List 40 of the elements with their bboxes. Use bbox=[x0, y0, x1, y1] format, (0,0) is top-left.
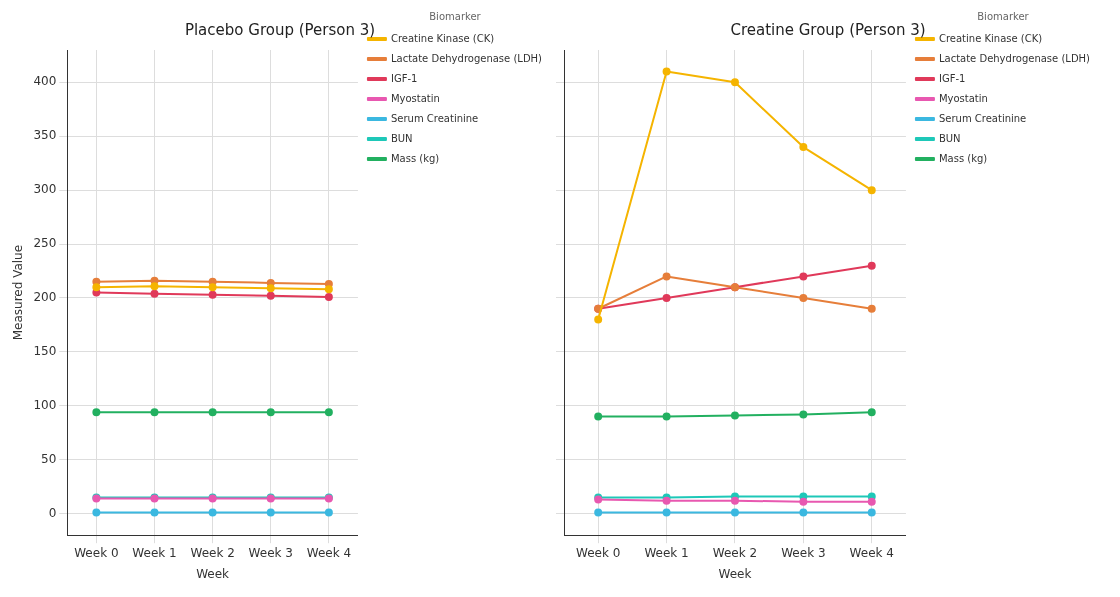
x-tick-label: Week 3 bbox=[781, 545, 826, 560]
x-tick-label: Week 0 bbox=[576, 545, 621, 560]
legend-label: BUN bbox=[938, 132, 961, 144]
legend-title: Biomarker bbox=[429, 10, 482, 22]
x-tick-label: Week 2 bbox=[190, 545, 235, 560]
y-tick-label: 50 bbox=[41, 451, 57, 466]
legend-label: Mass (kg) bbox=[390, 152, 440, 164]
x-tick-label: Week 4 bbox=[306, 545, 352, 560]
legend-label: Serum Creatinine bbox=[390, 112, 479, 124]
x-axis-title: Week bbox=[196, 566, 230, 581]
legend-label: IGF-1 bbox=[390, 72, 418, 84]
y-tick-label: 400 bbox=[33, 74, 57, 89]
x-tick-label: Week 1 bbox=[132, 545, 177, 560]
legend-label: Creatine Kinase (CK) bbox=[390, 32, 495, 44]
x-axis-title: Week bbox=[718, 566, 752, 581]
chart-title: Creatine Group (Person 3) bbox=[730, 20, 926, 39]
x-tick-label: Week 3 bbox=[248, 545, 293, 560]
x-tick-label: Week 0 bbox=[74, 545, 119, 560]
y-tick-label: 0 bbox=[48, 505, 57, 520]
x-tick-label: Week 1 bbox=[644, 545, 689, 560]
legend-label: Creatine Kinase (CK) bbox=[938, 32, 1043, 44]
legend-label: Lactate Dehydrogenase (LDH) bbox=[938, 52, 1091, 64]
legend-label: Mass (kg) bbox=[938, 152, 988, 164]
y-tick-label: 250 bbox=[33, 236, 57, 251]
legend-label: Lactate Dehydrogenase (LDH) bbox=[390, 52, 543, 64]
x-tick-label: Week 4 bbox=[849, 545, 894, 560]
legend-label: Myostatin bbox=[390, 92, 440, 104]
y-tick-label: 350 bbox=[33, 128, 57, 143]
legend-title: Biomarker bbox=[977, 10, 1030, 22]
legend-label: Myostatin bbox=[938, 92, 988, 104]
legend-label: Serum Creatinine bbox=[938, 112, 1027, 124]
y-tick-label: 200 bbox=[33, 290, 57, 305]
legend-label: IGF-1 bbox=[938, 72, 966, 84]
chart-title: Placebo Group (Person 3) bbox=[184, 20, 376, 39]
y-axis-title: Measured Value bbox=[11, 244, 26, 341]
y-tick-label: 300 bbox=[33, 182, 57, 197]
y-tick-label: 150 bbox=[33, 344, 57, 359]
y-tick-label: 100 bbox=[33, 397, 57, 412]
x-tick-label: Week 2 bbox=[712, 545, 758, 560]
legend-label: BUN bbox=[390, 132, 413, 144]
